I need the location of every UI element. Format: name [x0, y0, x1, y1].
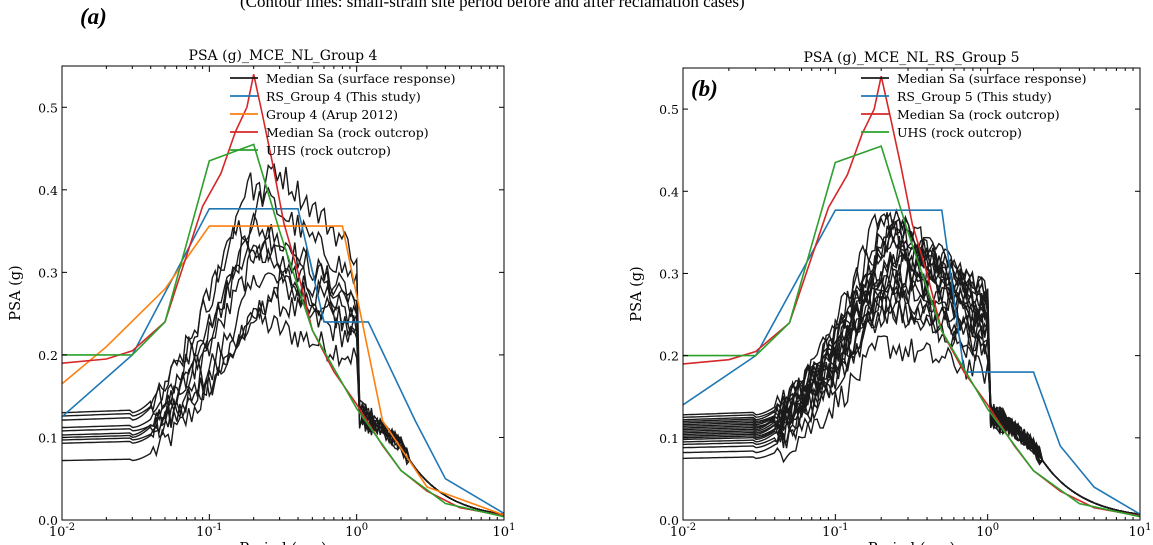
- y-tick-label: 0.1: [38, 430, 58, 445]
- median-sa-rock-outcrop-line: [683, 76, 1140, 517]
- surface-response-curve: [62, 286, 504, 515]
- surface-response-curve: [683, 254, 1140, 516]
- x-axis-label: Period (sec): [239, 541, 326, 545]
- y-tick-label: 0.0: [38, 513, 58, 528]
- figure-caption: (Contour lines: small-strain site period…: [240, 0, 745, 11]
- chart-panel-b: PSA (g)_MCE_NL_RS_Group 5 0.0 0.1 0.2 0.3 0.4…: [629, 50, 1151, 545]
- legend-label: RS_Group 4 (This study): [266, 89, 421, 104]
- y-tick-label: 0.0: [659, 513, 679, 528]
- surface-response-curve: [683, 254, 1140, 516]
- x-tick-label: 10-1: [822, 522, 848, 540]
- surface-response-curve: [62, 267, 504, 515]
- x-tick-label: 101: [493, 522, 516, 540]
- x-tick-label: 10-2: [670, 522, 696, 540]
- legend-label: Median Sa (surface response): [897, 71, 1086, 86]
- median-sa-rock-outcrop-line: [62, 74, 504, 517]
- legend-label: Median Sa (rock outcrop): [266, 125, 429, 140]
- legend-label: Median Sa (rock outcrop): [897, 107, 1060, 122]
- y-tick-label: 0.3: [38, 265, 58, 280]
- y-axis-label: PSA (g): [629, 266, 645, 321]
- legend-label: RS_Group 5 (This study): [897, 89, 1052, 104]
- y-tick-label: 0.5: [659, 102, 679, 117]
- surface-response-curve: [683, 251, 1140, 516]
- y-tick-label: 0.2: [38, 348, 58, 363]
- y-tick-label: 0.2: [659, 349, 679, 364]
- x-tick-label: 101: [1129, 522, 1152, 540]
- uhs-rock-outcrop-line: [62, 143, 504, 518]
- y-tick-label: 0.1: [659, 431, 679, 446]
- legend-label: UHS (rock outcrop): [897, 125, 1022, 140]
- surface-response-curve: [683, 208, 1140, 516]
- surface-response-curve: [62, 223, 504, 515]
- group-4-arup-2012-line: [62, 225, 504, 516]
- x-tick-label: 100: [345, 522, 368, 540]
- legend-label: Median Sa (surface response): [266, 71, 455, 86]
- y-tick-label: 0.4: [659, 184, 679, 199]
- surface-response-curve: [62, 220, 504, 515]
- rs-group-4-this-study-line: [62, 208, 504, 515]
- plot-area: [62, 74, 504, 518]
- legend-label: UHS (rock outcrop): [266, 143, 391, 158]
- y-tick-label: 0.4: [38, 183, 58, 198]
- surface-response-curve: [683, 270, 1140, 516]
- surface-response-curve: [683, 232, 1140, 516]
- x-tick-label: 10-2: [49, 522, 75, 540]
- x-axis-label: Period (sec): [868, 541, 955, 545]
- chart-title: PSA (g)_MCE_NL_RS_Group 5: [803, 50, 1019, 66]
- legend-label: Group 4 (Arup 2012): [266, 107, 398, 122]
- chart-panel-a: PSA (g)_MCE_NL_Group 4 0.0 0.1 0.2 0.3 0.4 0.5…: [8, 48, 515, 545]
- panel-b-label: (b): [691, 76, 718, 101]
- x-tick-label: 10-1: [196, 522, 222, 540]
- plot-frame: [61, 65, 505, 521]
- surface-response-curve: [683, 290, 1140, 516]
- x-tick-label: 100: [976, 522, 999, 540]
- panel-a-label: (a): [80, 4, 107, 29]
- y-tick-label: 0.3: [659, 266, 679, 281]
- surface-response-curve: [683, 260, 1140, 516]
- plot-frame: [682, 67, 1141, 521]
- y-tick-label: 0.5: [38, 100, 58, 115]
- plot-area: [683, 76, 1140, 518]
- uhs-rock-outcrop-line: [683, 145, 1140, 518]
- chart-title: PSA (g)_MCE_NL_Group 4: [189, 48, 378, 64]
- surface-response-curve: [683, 297, 1140, 516]
- y-axis-label: PSA (g): [8, 265, 24, 320]
